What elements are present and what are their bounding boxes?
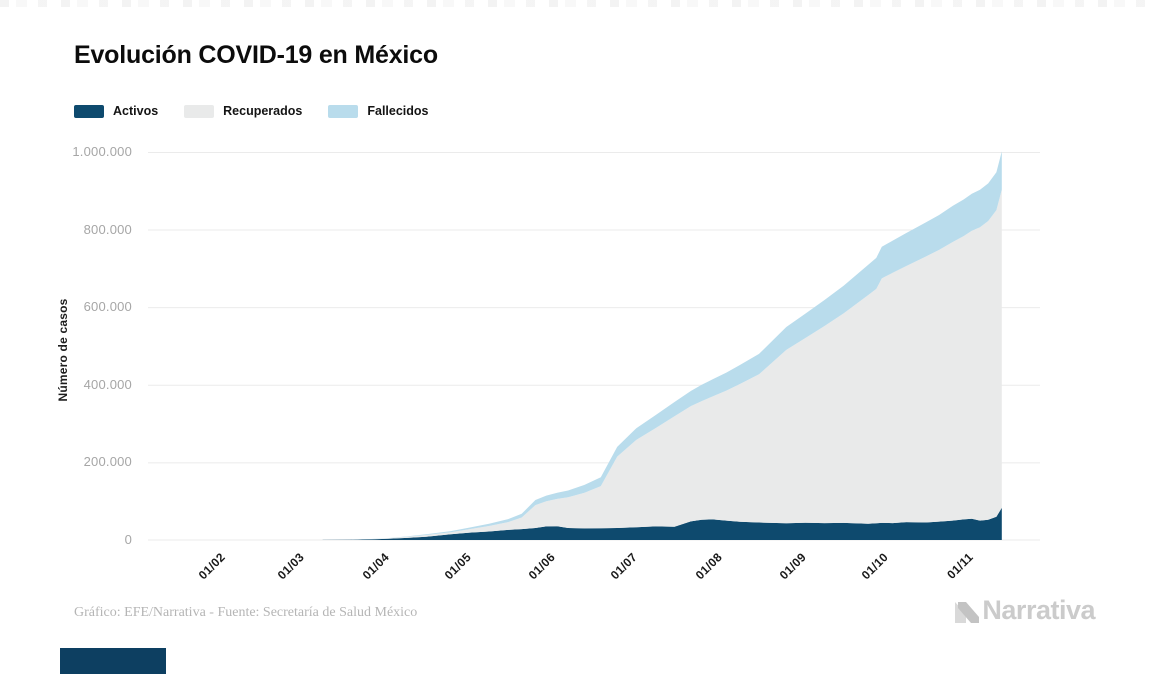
narrativa-logo-text: Narrativa <box>982 595 1095 625</box>
legend-label-activos: Activos <box>113 104 159 118</box>
x-tick-label: 01/09 <box>777 550 810 583</box>
recuperados-area <box>322 189 1002 540</box>
x-tick-label: 01/10 <box>858 550 892 583</box>
x-tick-label: 01/04 <box>359 550 392 583</box>
legend-label-fallecidos: Fallecidos <box>367 104 429 118</box>
recuperados-swatch <box>184 104 215 118</box>
chart-legend: Activos Recuperados Fallecidos <box>74 104 429 118</box>
legend-item-activos: Activos <box>74 104 158 118</box>
fallecidos-swatch <box>328 104 359 118</box>
legend-item-fallecidos: Fallecidos <box>328 104 429 118</box>
source-credit: Gráfico: EFE/Narrativa - Fuente: Secreta… <box>74 605 418 620</box>
y-tick-label: 600.000 <box>83 299 132 315</box>
legend-label-recuperados: Recuperados <box>223 104 303 118</box>
x-tick-label: 01/05 <box>441 550 474 583</box>
y-tick-label: 800.000 <box>83 221 132 237</box>
x-tick-label: 01/06 <box>526 550 559 583</box>
legend-item-recuperados: Recuperados <box>184 104 302 118</box>
x-tick-label: 01/11 <box>943 550 976 582</box>
x-tick-label: 01/02 <box>195 550 229 583</box>
page-title: Evolución COVID-19 en México <box>74 41 438 69</box>
y-tick-label: 200.000 <box>83 454 132 470</box>
y-tick-label: 0 <box>124 532 132 547</box>
top-edge-artifact <box>0 0 1157 7</box>
brand-corner-block <box>60 648 166 674</box>
x-tick-label: 01/08 <box>692 550 725 583</box>
y-tick-label: 1.000.000 <box>72 143 132 159</box>
plot-area <box>148 151 1040 541</box>
narrativa-logo: Narrativa <box>954 597 1095 624</box>
y-tick-label: 400.000 <box>83 376 132 392</box>
x-tick-label: 01/03 <box>275 550 308 583</box>
x-tick-label: 01/07 <box>607 550 641 583</box>
narrativa-n-icon <box>955 601 980 623</box>
activos-area <box>322 507 1002 540</box>
activos-swatch <box>74 104 104 118</box>
